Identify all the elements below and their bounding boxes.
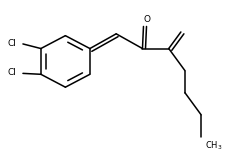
Text: Cl: Cl	[8, 68, 17, 77]
Text: Cl: Cl	[8, 39, 17, 48]
Text: CH$_3$: CH$_3$	[205, 140, 223, 152]
Text: O: O	[143, 15, 150, 24]
